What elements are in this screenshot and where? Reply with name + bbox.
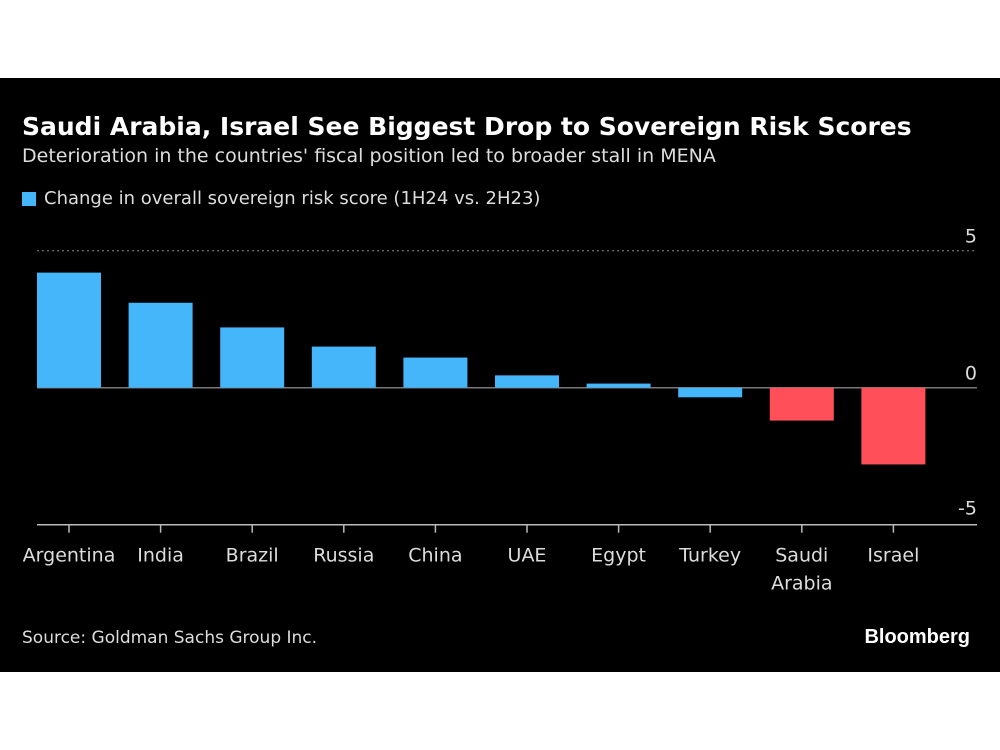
bar-uae	[495, 375, 559, 388]
y-tick-label: -5	[958, 498, 977, 520]
bloomberg-logo: Bloomberg	[864, 626, 970, 648]
x-tick-label: China	[408, 545, 462, 567]
y-tick-label: 0	[965, 363, 977, 385]
bar-china	[403, 357, 468, 388]
bar-israel	[861, 387, 926, 465]
bar-brazil	[220, 327, 285, 388]
x-tick-label: UAE	[508, 545, 547, 567]
bar-turkey	[678, 387, 743, 398]
bar-argentina	[37, 272, 101, 388]
x-tick-label: Egypt	[591, 545, 646, 567]
source-note: Source: Goldman Sachs Group Inc.	[22, 628, 318, 648]
x-tick-label: Argentina	[23, 545, 116, 567]
legend-label: Change in overall sovereign risk score (…	[44, 188, 541, 209]
legend: Change in overall sovereign risk score (…	[22, 188, 540, 209]
bar-india	[128, 302, 193, 388]
x-tick-label: Israel	[867, 545, 919, 567]
y-tick-label: 5	[965, 226, 977, 248]
chart-title: Saudi Arabia, Israel See Biggest Drop to…	[22, 112, 912, 141]
x-tick-label: India	[137, 545, 184, 567]
x-tick-label: Turkey	[678, 545, 741, 567]
legend-swatch	[22, 191, 36, 206]
chart-subtitle: Deterioration in the countries' fiscal p…	[22, 145, 716, 167]
bar-saudi-arabia	[769, 387, 834, 421]
x-tick-label: Arabia	[771, 573, 832, 595]
x-tick-label: Saudi	[775, 545, 828, 567]
x-tick-label: Brazil	[226, 545, 279, 567]
x-tick-label: Russia	[313, 545, 374, 567]
bar-russia	[311, 346, 376, 388]
bar-egypt	[586, 383, 651, 388]
